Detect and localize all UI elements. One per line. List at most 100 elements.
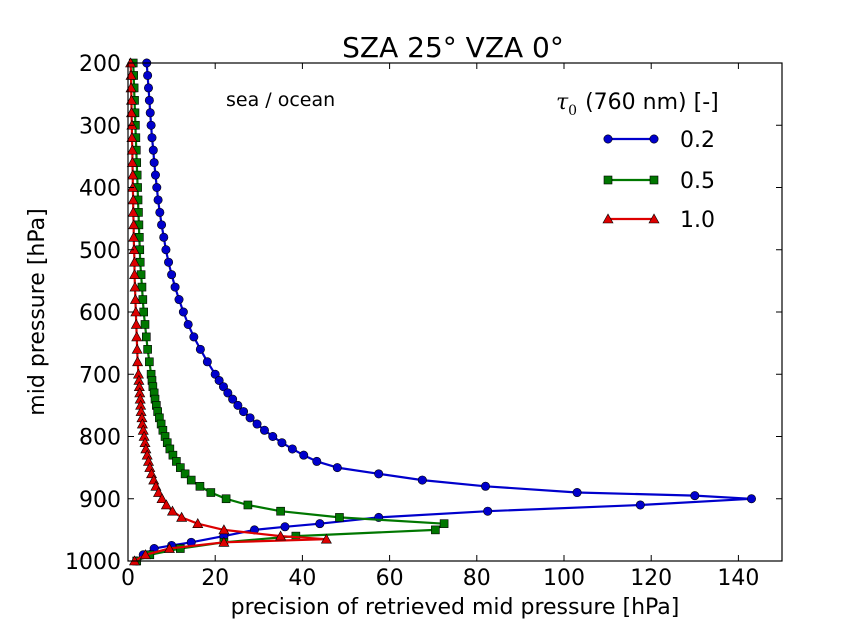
data-point xyxy=(128,231,140,242)
data-point xyxy=(746,494,756,504)
data-point xyxy=(239,407,249,417)
legend-marker xyxy=(603,134,613,144)
legend-title-subscript: 0 xyxy=(568,103,577,119)
data-point xyxy=(431,525,440,535)
data-point xyxy=(144,95,154,105)
data-point xyxy=(140,320,150,329)
data-point xyxy=(195,344,205,354)
data-point xyxy=(161,245,171,255)
data-point xyxy=(233,400,243,410)
annotation-text: sea / ocean xyxy=(226,89,335,111)
y-axis: 200 300 400 500 600 700 800 900 1000 xyxy=(65,52,782,575)
legend-label: 1.0 xyxy=(680,208,715,233)
data-point xyxy=(131,331,143,342)
data-point xyxy=(332,463,342,473)
data-point xyxy=(129,281,141,292)
data-point xyxy=(259,425,269,435)
y-tick-label: 500 xyxy=(79,239,121,264)
data-point xyxy=(145,108,155,118)
data-point xyxy=(164,257,174,267)
data-point xyxy=(186,475,196,485)
data-point xyxy=(335,513,344,522)
data-point xyxy=(245,413,255,423)
legend-entry-0-2: 0.2 xyxy=(603,128,715,153)
data-point xyxy=(180,469,190,479)
x-axis-label: precision of retrieved mid pressure [hPa… xyxy=(231,595,680,620)
data-point xyxy=(126,132,138,142)
legend-title: τ0 (760 nm) [-] xyxy=(556,90,719,119)
y-tick-label: 900 xyxy=(79,488,121,513)
x-tick-label: 140 xyxy=(717,566,759,591)
data-point xyxy=(159,232,169,242)
data-point xyxy=(170,282,180,292)
legend-marker xyxy=(648,213,660,224)
data-point xyxy=(183,319,193,329)
data-point xyxy=(218,382,228,392)
data-point xyxy=(127,206,139,217)
data-point xyxy=(481,481,491,491)
x-tick-label: 80 xyxy=(463,566,491,591)
data-point xyxy=(127,169,139,180)
legend-label: 0.5 xyxy=(680,169,715,194)
y-tick-label: 600 xyxy=(79,301,121,326)
data-point xyxy=(157,220,167,230)
data-point xyxy=(228,394,238,404)
data-point xyxy=(206,488,216,497)
data-point xyxy=(572,488,582,498)
x-tick-label: 40 xyxy=(288,566,316,591)
data-point xyxy=(221,494,231,504)
data-point xyxy=(127,194,139,205)
data-point xyxy=(129,269,141,279)
data-point xyxy=(126,144,138,155)
y-axis-label: mid pressure [hPa] xyxy=(25,208,50,415)
data-point xyxy=(142,332,151,342)
x-tick-label: 60 xyxy=(376,566,404,591)
data-point xyxy=(129,256,141,267)
data-point xyxy=(195,481,205,491)
data-point xyxy=(315,519,325,529)
data-point xyxy=(125,94,137,105)
data-point xyxy=(218,524,230,535)
series-0-5 xyxy=(128,58,449,566)
legend-entries: 0.2 0.5 1.0 xyxy=(602,128,715,233)
data-point xyxy=(152,183,162,193)
data-point xyxy=(417,475,427,485)
data-point xyxy=(174,295,184,305)
data-point xyxy=(125,107,137,118)
y-tick-label: 300 xyxy=(79,114,121,139)
data-point xyxy=(128,219,140,230)
data-point xyxy=(192,518,204,528)
data-point xyxy=(374,469,384,479)
series-line-1-0 xyxy=(129,62,328,562)
data-point xyxy=(268,431,278,441)
legend: τ0 (760 nm) [-] 0.2 0.5 1.0 xyxy=(556,90,719,233)
data-point xyxy=(139,549,151,560)
y-tick-label: 700 xyxy=(79,363,121,388)
x-tick-label: 120 xyxy=(630,566,672,591)
data-point xyxy=(218,536,230,547)
data-point xyxy=(150,170,160,180)
series-layer xyxy=(125,57,756,566)
y-tick-label: 400 xyxy=(79,177,121,202)
x-tick-label: 100 xyxy=(543,566,585,591)
data-point xyxy=(160,499,172,510)
data-point xyxy=(280,522,290,532)
data-point xyxy=(145,357,154,367)
data-point xyxy=(149,158,159,168)
data-point xyxy=(690,491,700,501)
legend-label: 0.2 xyxy=(680,128,715,153)
legend-marker xyxy=(603,175,613,185)
data-point xyxy=(276,506,285,516)
data-point xyxy=(439,519,449,528)
data-point xyxy=(129,293,141,304)
legend-entry-0-5: 0.5 xyxy=(603,169,715,194)
data-point xyxy=(126,156,138,167)
data-point xyxy=(139,307,148,317)
data-point xyxy=(635,500,645,510)
chart-title: SZA 25° VZA 0° xyxy=(342,31,564,64)
series-0-2 xyxy=(132,58,756,566)
data-point xyxy=(312,456,322,466)
data-point xyxy=(176,511,188,522)
data-point xyxy=(156,493,168,504)
